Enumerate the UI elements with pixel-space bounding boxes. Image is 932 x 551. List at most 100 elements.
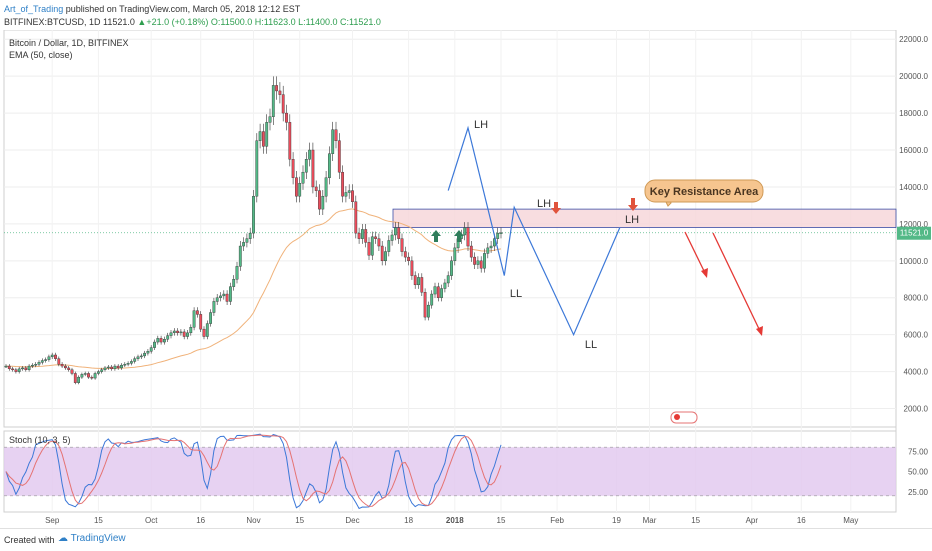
- candle: [324, 171, 328, 203]
- candle: [120, 363, 123, 370]
- stoch-tick-label: 25.00: [908, 488, 929, 497]
- tradingview-brand: TradingView: [70, 533, 126, 544]
- sell-arrow-icon: [628, 198, 638, 211]
- symbol-label: BITFINEX:BTCUSD, 1D: [4, 17, 101, 27]
- candle: [248, 227, 252, 244]
- candle: [268, 108, 272, 131]
- time-tick-label: 15: [691, 516, 700, 525]
- stoch-tick-label: 50.00: [908, 468, 929, 477]
- ll-label-1: LL: [510, 288, 522, 300]
- candle: [126, 361, 130, 367]
- candle: [450, 256, 453, 280]
- candle: [113, 364, 117, 371]
- candle: [4, 364, 8, 369]
- candle: [222, 290, 226, 300]
- candle: [308, 142, 311, 167]
- candle: [100, 367, 104, 374]
- candle: [34, 362, 38, 368]
- swing-pattern: [447, 125, 621, 337]
- candle: [50, 352, 54, 360]
- price-chart-area[interactable]: 2000.0 4000.0 6000.0 8000.0 10000.0 12000.0 14…: [0, 30, 932, 528]
- change-arrow: ▲: [137, 17, 147, 27]
- candle: [446, 271, 450, 288]
- lh-label-3: LH: [625, 214, 639, 226]
- candle: [40, 358, 44, 365]
- stoch-tick-label: 75.00: [908, 447, 929, 456]
- candle: [225, 290, 229, 306]
- author-link[interactable]: Art_of_Trading: [4, 4, 64, 14]
- candle: [258, 123, 262, 149]
- price-tick-label: 18000.0: [899, 109, 928, 118]
- candle: [295, 171, 298, 203]
- candle: [473, 252, 476, 270]
- candle: [116, 364, 120, 370]
- candle: [172, 328, 176, 336]
- forecast-arrow-1: [684, 231, 708, 278]
- candle: [182, 329, 186, 340]
- candle: [129, 359, 133, 366]
- last-price: 11521.0: [103, 17, 135, 27]
- price-tick-label: 12000.0: [899, 220, 928, 229]
- candle: [281, 85, 285, 122]
- candle: [390, 229, 394, 246]
- stoch-legend: Stoch (10, 3, 5): [9, 435, 71, 445]
- candle: [57, 356, 61, 367]
- time-tick-label: 19: [612, 516, 621, 525]
- candle: [321, 189, 325, 216]
- ema-polyline: [5, 208, 502, 369]
- sell-arrow-icon: [551, 202, 561, 214]
- candle: [87, 371, 90, 379]
- candle: [344, 186, 348, 203]
- candle: [347, 184, 351, 199]
- candle: [212, 297, 216, 316]
- last-price-tag-label: 11521.0: [900, 229, 929, 238]
- candle: [265, 114, 269, 154]
- candle: [499, 227, 503, 239]
- candle: [228, 282, 232, 306]
- candle: [103, 365, 107, 372]
- candle: [453, 242, 457, 266]
- candle: [67, 365, 71, 372]
- candle: [14, 367, 18, 374]
- candle: [483, 248, 486, 273]
- candle: [80, 372, 84, 379]
- candle: [21, 365, 24, 371]
- candle: [496, 227, 500, 244]
- candle: [90, 375, 94, 380]
- candle: [123, 362, 127, 368]
- candle: [242, 237, 245, 252]
- candle: [400, 233, 404, 257]
- candle: [37, 360, 41, 367]
- candle: [394, 222, 397, 241]
- candle: [235, 261, 239, 284]
- candle: [285, 104, 288, 131]
- candle: [93, 371, 97, 380]
- candle: [31, 363, 34, 369]
- tradingview-logo-link[interactable]: ☁ TradingView: [58, 533, 126, 544]
- candle: [403, 246, 407, 262]
- key-resistance-label: Key Resistance Area: [650, 186, 759, 198]
- candle: [96, 369, 100, 376]
- candle: [156, 335, 160, 345]
- forecast-arrow-2: [712, 232, 763, 336]
- publish-info: published on TradingView.com, March 05, …: [65, 4, 301, 14]
- candle: [146, 348, 150, 356]
- candle: [7, 364, 11, 371]
- price-axis[interactable]: 2000.0 4000.0 6000.0 8000.0 10000.0 12000.0 14…: [899, 35, 928, 413]
- candle: [417, 273, 420, 289]
- candle: [298, 176, 302, 203]
- candle: [420, 273, 424, 297]
- price-tick-label: 20000.0: [899, 72, 928, 81]
- candle: [110, 365, 114, 371]
- candle: [387, 235, 391, 257]
- candle: [186, 330, 189, 340]
- candle: [202, 326, 206, 340]
- time-tick-label: May: [843, 516, 858, 525]
- candle: [70, 367, 74, 376]
- candle: [192, 307, 196, 331]
- time-axis[interactable]: Sep 15 Oct 16 Nov 15 Dec 18 2018 15 Feb 19 Mar 15 Apr 1…: [45, 516, 858, 525]
- candle: [17, 366, 21, 374]
- candle: [341, 165, 344, 203]
- cloud-icon: ☁: [58, 533, 68, 544]
- flag-event-icon[interactable]: [670, 411, 698, 424]
